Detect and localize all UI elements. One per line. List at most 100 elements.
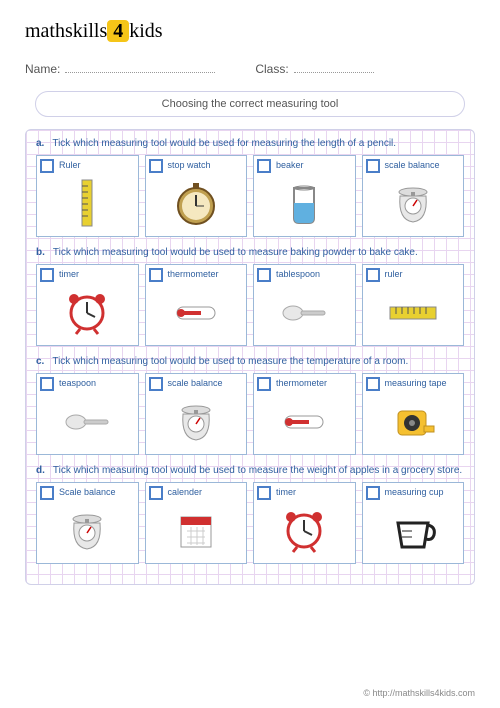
logo: mathskills4kids — [25, 20, 475, 43]
option-checkbox[interactable] — [40, 268, 54, 282]
option-label: beaker — [276, 161, 351, 171]
thermo-icon — [258, 393, 351, 449]
option-card: ruler — [362, 264, 465, 346]
question-c: c. Tick which measuring tool would be use… — [36, 356, 464, 455]
option-label: scale balance — [168, 379, 243, 389]
option-label: Ruler — [59, 161, 134, 171]
option-card: timer — [36, 264, 139, 346]
scale-icon — [41, 502, 134, 558]
option-checkbox[interactable] — [149, 377, 163, 391]
option-checkbox[interactable] — [149, 486, 163, 500]
question-prompt: d. Tick which measuring tool would be use… — [36, 465, 464, 476]
question-letter: d. — [36, 465, 45, 476]
scale-icon — [150, 393, 243, 449]
options-row: timer thermometer tablespoon ruler — [36, 264, 464, 346]
option-checkbox[interactable] — [366, 159, 380, 173]
ruler-h-icon — [367, 284, 460, 340]
option-card: beaker — [253, 155, 356, 237]
worksheet-title: Choosing the correct measuring tool — [35, 91, 465, 117]
option-card: tablespoon — [253, 264, 356, 346]
option-checkbox[interactable] — [40, 159, 54, 173]
cup-icon — [367, 502, 460, 558]
option-label: measuring tape — [385, 379, 460, 389]
ruler-v-icon — [41, 175, 134, 231]
header-line: Name: Class: — [25, 61, 475, 76]
question-b: b. Tick which measuring tool would be use… — [36, 247, 464, 346]
logo-part1: math — [25, 20, 65, 42]
option-label: thermometer — [168, 270, 243, 280]
option-checkbox[interactable] — [40, 377, 54, 391]
worksheet-page: mathskills4kids Name: Class: Choosing th… — [0, 0, 500, 708]
options-row: Ruler stop watch beaker scale balance — [36, 155, 464, 237]
option-card: Ruler — [36, 155, 139, 237]
option-label: timer — [276, 488, 351, 498]
option-label: teaspoon — [59, 379, 134, 389]
spoon-icon — [258, 284, 351, 340]
option-card: scale balance — [362, 155, 465, 237]
question-a: a. Tick which measuring tool would be use… — [36, 138, 464, 237]
question-letter: b. — [36, 247, 45, 258]
logo-part2: skills — [65, 20, 107, 42]
thermo-icon — [150, 284, 243, 340]
clock-icon — [258, 502, 351, 558]
option-checkbox[interactable] — [366, 377, 380, 391]
name-input-line[interactable] — [65, 61, 215, 73]
option-label: Scale balance — [59, 488, 134, 498]
stopwatch-icon — [150, 175, 243, 231]
option-checkbox[interactable] — [149, 268, 163, 282]
option-checkbox[interactable] — [366, 486, 380, 500]
option-label: measuring cup — [385, 488, 460, 498]
options-row: teaspoon scale balance thermometer measu… — [36, 373, 464, 455]
question-d: d. Tick which measuring tool would be use… — [36, 465, 464, 564]
question-text: Tick which measuring tool would be used … — [52, 138, 396, 149]
footer-copyright: © http://mathskills4kids.com — [363, 688, 475, 698]
question-text: Tick which measuring tool would be used … — [52, 356, 408, 367]
option-label: thermometer — [276, 379, 351, 389]
class-label: Class: — [255, 62, 288, 76]
option-label: stop watch — [168, 161, 243, 171]
option-card: teaspoon — [36, 373, 139, 455]
question-letter: a. — [36, 138, 44, 149]
questions-container: a. Tick which measuring tool would be use… — [25, 129, 475, 585]
option-card: scale balance — [145, 373, 248, 455]
option-label: tablespoon — [276, 270, 351, 280]
question-text: Tick which measuring tool would be used … — [53, 465, 462, 476]
option-checkbox[interactable] — [257, 486, 271, 500]
option-card: timer — [253, 482, 356, 564]
option-label: scale balance — [385, 161, 460, 171]
question-prompt: c. Tick which measuring tool would be use… — [36, 356, 464, 367]
option-checkbox[interactable] — [257, 377, 271, 391]
option-checkbox[interactable] — [366, 268, 380, 282]
option-checkbox[interactable] — [149, 159, 163, 173]
name-label: Name: — [25, 62, 60, 76]
option-card: measuring tape — [362, 373, 465, 455]
calendar-icon — [150, 502, 243, 558]
question-prompt: b. Tick which measuring tool would be use… — [36, 247, 464, 258]
option-checkbox[interactable] — [257, 268, 271, 282]
clock-icon — [41, 284, 134, 340]
question-letter: c. — [36, 356, 44, 367]
option-checkbox[interactable] — [257, 159, 271, 173]
class-field: Class: — [255, 61, 373, 76]
option-label: timer — [59, 270, 134, 280]
question-prompt: a. Tick which measuring tool would be use… — [36, 138, 464, 149]
option-card: stop watch — [145, 155, 248, 237]
beaker-icon — [258, 175, 351, 231]
options-row: Scale balance calender timer measuring c… — [36, 482, 464, 564]
question-text: Tick which measuring tool would be used … — [53, 247, 418, 258]
spoon-icon — [41, 393, 134, 449]
option-card: measuring cup — [362, 482, 465, 564]
logo-num: 4 — [107, 20, 129, 42]
scale-icon — [367, 175, 460, 231]
option-label: calender — [168, 488, 243, 498]
option-label: ruler — [385, 270, 460, 280]
option-checkbox[interactable] — [40, 486, 54, 500]
option-card: Scale balance — [36, 482, 139, 564]
logo-part3: kids — [129, 20, 162, 42]
option-card: thermometer — [145, 264, 248, 346]
class-input-line[interactable] — [294, 61, 374, 73]
tape-icon — [367, 393, 460, 449]
name-field: Name: — [25, 61, 215, 76]
option-card: calender — [145, 482, 248, 564]
option-card: thermometer — [253, 373, 356, 455]
